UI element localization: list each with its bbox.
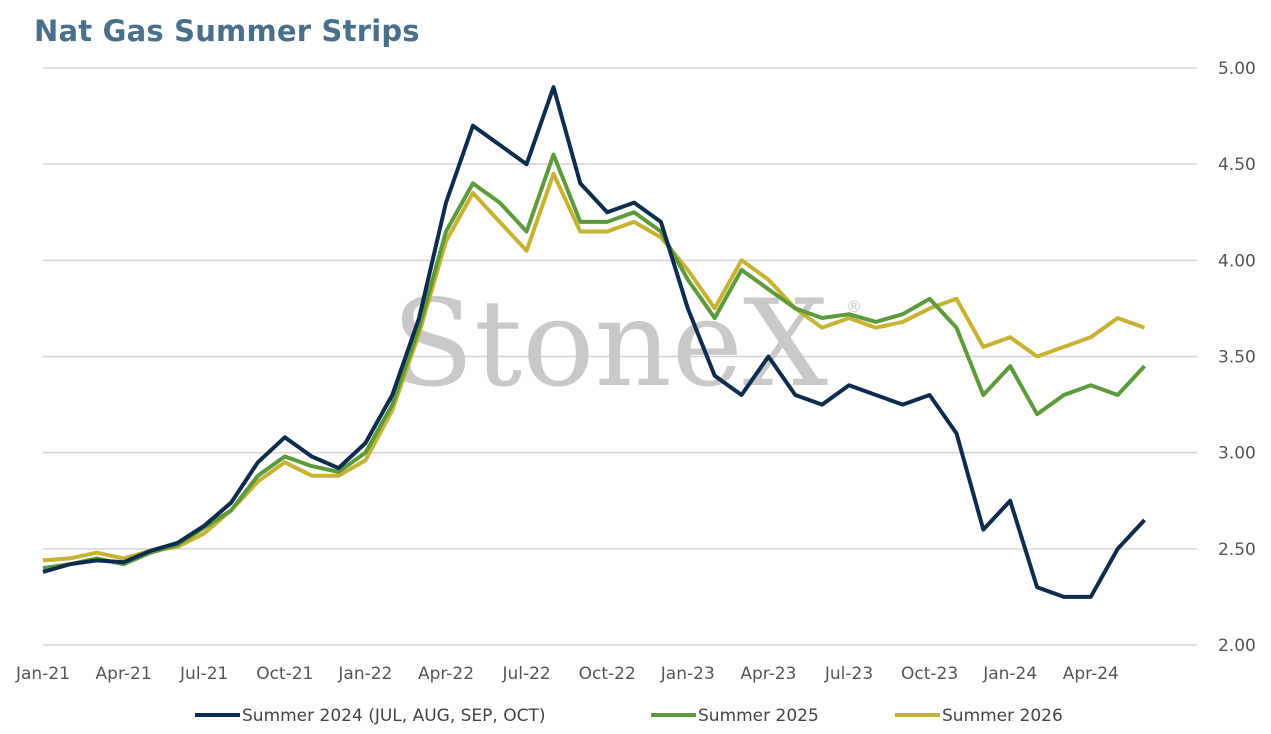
legend: Summer 2024 (JUL, AUG, SEP, OCT) Summer … (195, 706, 1063, 726)
x-tick-label: Jan-22 (337, 664, 392, 684)
watermark-logo: StoneX (392, 275, 828, 414)
x-tick-label: Oct-22 (579, 664, 636, 684)
x-tick-label: Jan-23 (660, 664, 715, 684)
y-tick-label: 2.00 (1218, 636, 1256, 656)
y-tick-label: 3.00 (1218, 444, 1256, 464)
x-tick-label: Jan-21 (15, 664, 70, 684)
x-tick-label: Apr-22 (418, 664, 474, 684)
x-tick-label: Oct-21 (256, 664, 313, 684)
y-tick-label: 4.00 (1218, 251, 1256, 271)
x-tick-label: Jul-23 (824, 664, 873, 684)
gridlines (43, 67, 1197, 646)
y-axis-ticks: 5.00 4.50 4.00 3.50 3.00 2.50 2.00 (1218, 59, 1256, 656)
registered-mark-icon: ® (846, 297, 862, 316)
legend-label-summer-2026: Summer 2026 (942, 706, 1063, 726)
legend-label-summer-2024: Summer 2024 (JUL, AUG, SEP, OCT) (242, 706, 546, 726)
chart-title: Nat Gas Summer Strips (34, 14, 420, 48)
legend-label-summer-2025: Summer 2025 (698, 706, 819, 726)
series-line-summer-2024 (42, 85, 1146, 599)
x-tick-label: Jul-22 (501, 664, 550, 684)
x-tick-label: Jan-24 (982, 664, 1037, 684)
series-lines (42, 85, 1146, 599)
x-tick-label: Jul-21 (179, 664, 228, 684)
y-tick-label: 4.50 (1218, 155, 1256, 175)
y-tick-label: 3.50 (1218, 348, 1256, 368)
y-tick-label: 2.50 (1218, 540, 1256, 560)
y-tick-label: 5.00 (1218, 59, 1256, 79)
x-axis-ticks: Jan-21 Apr-21 Jul-21 Oct-21 Jan-22 Apr-22 Jul-… (15, 664, 1119, 684)
x-tick-label: Oct-23 (901, 664, 958, 684)
x-tick-label: Apr-21 (96, 664, 152, 684)
x-tick-label: Apr-24 (1063, 664, 1119, 684)
x-tick-label: Apr-23 (740, 664, 796, 684)
series-line-summer-2025 (42, 152, 1146, 571)
